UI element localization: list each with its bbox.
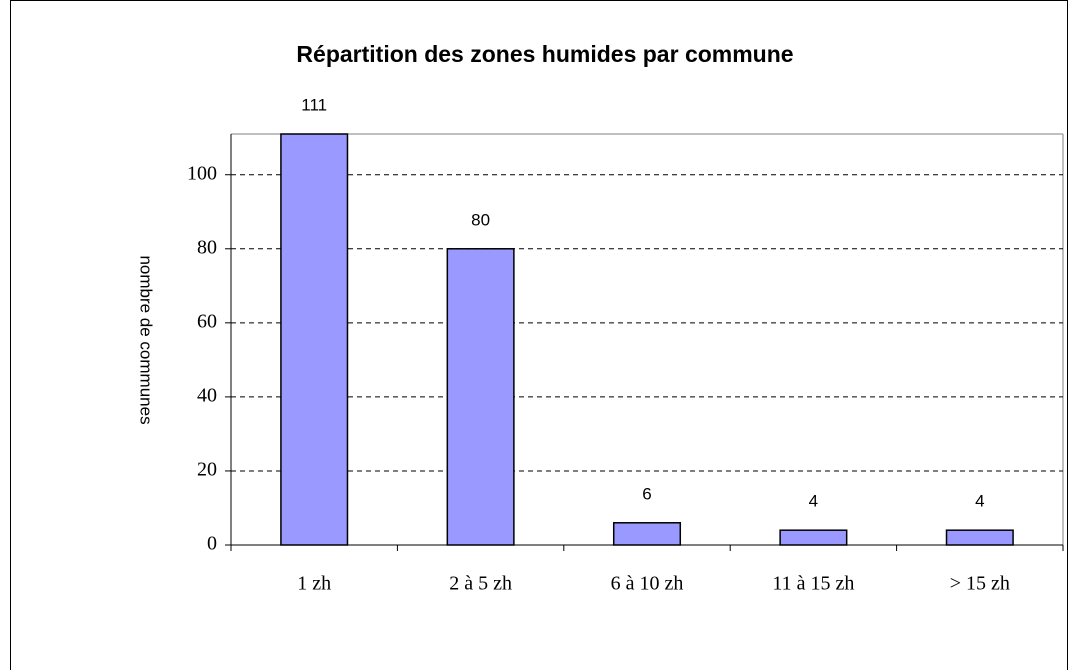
bar [280, 133, 349, 546]
y-tick-label: 80 [197, 236, 217, 258]
bar [945, 529, 1014, 546]
x-tick-label: 2 à 5 zh [449, 573, 512, 595]
x-tick-label: 1 zh [297, 573, 331, 595]
y-tick-label: 100 [187, 162, 217, 184]
y-axis-label: nombre de communes [137, 255, 156, 424]
data-label: 4 [809, 492, 818, 511]
bar [612, 522, 682, 546]
chart-title: Répartition des zones humides par commun… [296, 41, 793, 67]
x-tick-label: 11 à 15 zh [772, 573, 854, 595]
bar [779, 529, 848, 546]
bar [446, 248, 515, 546]
y-tick-label: 40 [197, 384, 217, 406]
y-tick-label: 60 [197, 310, 217, 332]
chart-frame [10, 0, 1068, 670]
data-label: 6 [642, 484, 651, 503]
data-label: 111 [301, 95, 327, 114]
y-tick-label: 0 [207, 533, 217, 555]
x-tick-label: 6 à 10 zh [611, 573, 684, 595]
data-label: 4 [975, 492, 984, 511]
y-tick-label: 20 [197, 459, 217, 481]
data-label: 80 [471, 210, 490, 229]
x-tick-label: > 15 zh [950, 573, 1010, 595]
